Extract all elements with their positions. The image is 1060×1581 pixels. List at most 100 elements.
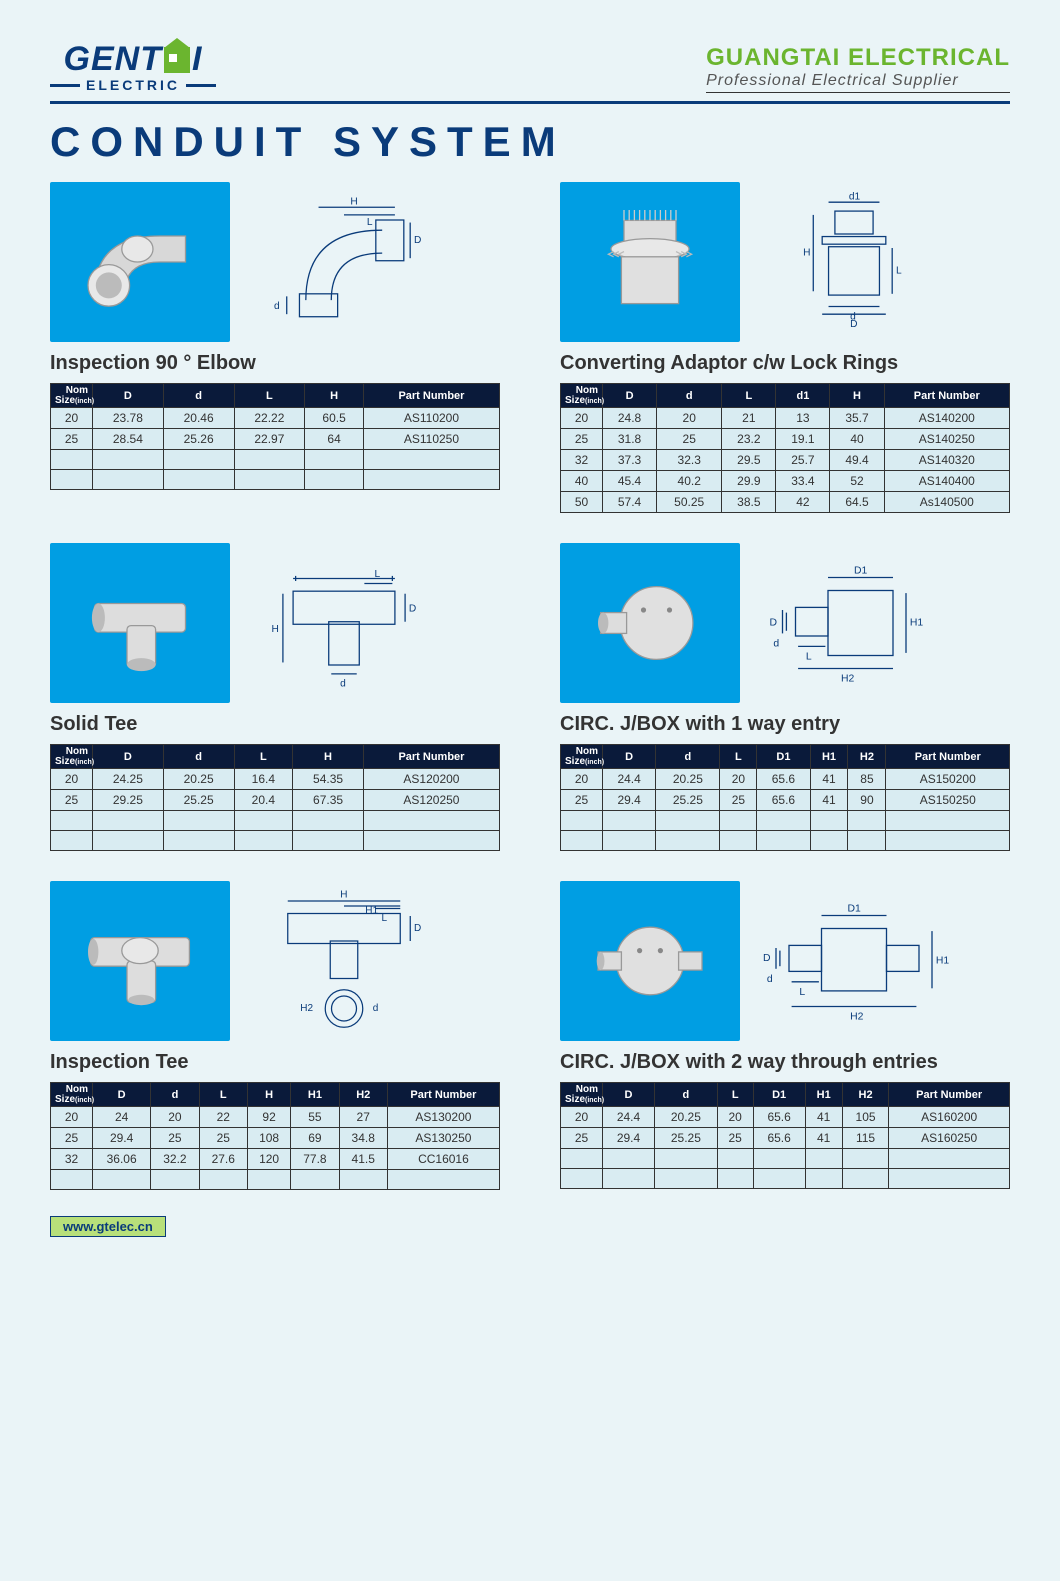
table-cell: 25 [657,429,722,450]
table-header: d [151,1083,199,1107]
table-header: NomSize(inch) [561,745,603,769]
table-cell [656,811,720,831]
product-jbox2: D1H1DLH2dCIRC. J/BOX with 2 way through … [560,881,1010,1190]
table-cell: 40 [830,429,884,450]
table-cell [305,450,364,470]
table-cell [848,831,886,851]
table-row: 2529.425.252565.641115AS160250 [561,1128,1010,1149]
table-header: D [603,1083,655,1107]
table-cell: 31.8 [603,429,657,450]
table-cell: 85 [848,769,886,790]
svg-text:d: d [274,301,280,312]
table-header: D [93,745,164,769]
table-cell: 55 [291,1107,339,1128]
product-photo [560,881,740,1041]
product-images: LDHd [50,543,500,703]
table-cell: 20 [561,769,603,790]
table-header: H [305,384,364,408]
product-photo [50,182,230,342]
table-cell [387,1170,499,1190]
table-header: L [722,384,776,408]
table-cell: 25 [51,429,93,450]
table-cell: 108 [247,1128,290,1149]
table-cell: AS120250 [363,790,499,811]
table-header: d [655,1083,718,1107]
logo-text-1: GENT [64,40,162,79]
table-cell: 22.97 [234,429,305,450]
table-cell [51,1170,93,1190]
table-cell [163,831,234,851]
table-cell [93,470,164,490]
table-cell: 20.25 [163,769,234,790]
table-row [51,831,500,851]
table-row: 3236.0632.227.612077.841.5CC16016 [51,1149,500,1170]
table-cell: AS140200 [884,408,1009,429]
table-row: 2529.2525.2520.467.35AS120250 [51,790,500,811]
table-cell [889,1149,1010,1169]
table-cell: 40 [561,471,603,492]
table-cell [753,1169,805,1189]
table-cell: 25 [561,790,603,811]
table-cell: 65.6 [753,1128,805,1149]
table-cell: 38.5 [722,492,776,513]
table-cell [757,811,810,831]
table-cell: AS110250 [363,429,499,450]
page-title: CONDUIT SYSTEM [50,118,1010,166]
table-cell: 20 [51,1107,93,1128]
table-cell [561,831,603,851]
table-cell: 27.6 [199,1149,247,1170]
svg-text:d: d [373,1003,379,1014]
table-cell: 64.5 [830,492,884,513]
table-cell: 41 [805,1107,842,1128]
product-diagram: HH1LDH2d [244,886,444,1036]
table-cell: 32.2 [151,1149,199,1170]
svg-text:d: d [773,638,779,649]
table-row [561,831,1010,851]
table-header: Part Number [387,1083,499,1107]
table-cell [720,831,757,851]
svg-text:H: H [350,197,357,208]
table-row: 20242022925527AS130200 [51,1107,500,1128]
table-cell: 27 [339,1107,387,1128]
table-header: Part Number [363,745,499,769]
table-cell: AS160250 [889,1128,1010,1149]
table-cell [848,811,886,831]
company-name: GUANGTAI ELECTRICAL [706,44,1010,72]
table-cell: 20.25 [656,769,720,790]
svg-text:d: d [340,679,346,690]
table-header: Part Number [884,384,1009,408]
table-header: NomSize(inch) [561,1083,603,1107]
table-cell: 25.7 [776,450,830,471]
svg-text:L: L [375,569,381,580]
table-row: 2024.420.252065.641105AS160200 [561,1107,1010,1128]
table-cell: 34.8 [339,1128,387,1149]
table-cell: 24.4 [603,1107,655,1128]
table-header: H1 [291,1083,339,1107]
table-row: 2529.425251086934.8AS130250 [51,1128,500,1149]
table-row: 5057.450.2538.54264.5As140500 [561,492,1010,513]
table-cell: 54.35 [293,769,364,790]
table-cell: 29.5 [722,450,776,471]
table-row: 2024.2520.2516.454.35AS120200 [51,769,500,790]
table-header: d [163,745,234,769]
table-cell: 20.46 [163,408,234,429]
table-cell: 20 [717,1107,753,1128]
table-cell: CC16016 [387,1149,499,1170]
table-header: NomSize(inch) [51,745,93,769]
table-cell: 41 [805,1128,842,1149]
table-header: d [656,745,720,769]
table-header: D1 [753,1083,805,1107]
table-cell: 25.25 [656,790,720,811]
logo-subtitle: ELECTRIC [50,77,216,93]
table-cell [886,831,1010,851]
table-cell: AS110200 [363,408,499,429]
table-cell [805,1169,842,1189]
table-cell: 19.1 [776,429,830,450]
product-photo [560,182,740,342]
table-cell [291,1170,339,1190]
table-cell [363,811,499,831]
table-cell [51,831,93,851]
table-cell: 32 [51,1149,93,1170]
table-cell: 25 [561,1128,603,1149]
table-cell [603,831,656,851]
